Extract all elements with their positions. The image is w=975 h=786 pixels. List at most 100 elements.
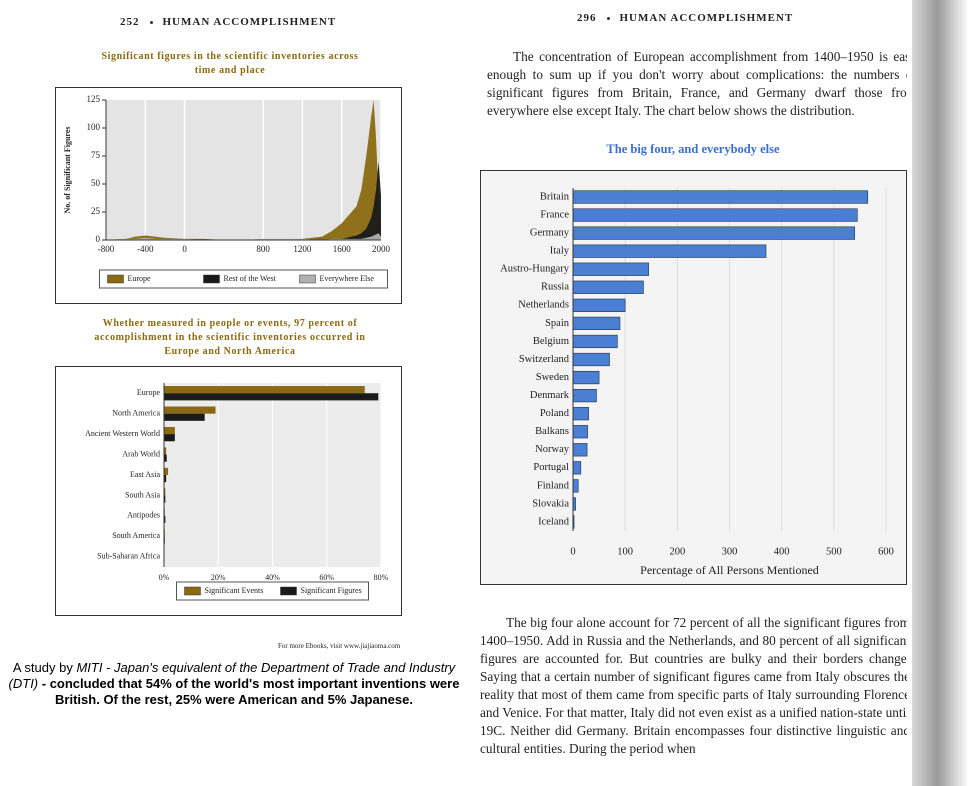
caption: A study by MITI - Japan's equivalent of … [8, 660, 460, 708]
bar [164, 454, 167, 462]
legend-swatch [184, 586, 201, 596]
x-tick-label: 0% [159, 573, 170, 582]
category-label: Britain [540, 191, 570, 202]
legend-label: Significant Events [205, 586, 264, 595]
x-axis-label: Percentage of All Persons Mentioned [640, 563, 819, 577]
legend-swatch [280, 586, 297, 596]
bar [572, 407, 589, 421]
chart-title: The big four, and everybody else [606, 142, 780, 156]
page-edge [912, 0, 975, 786]
category-label: France [540, 209, 569, 220]
category-label: Finland [537, 480, 570, 491]
y-tick-label: 100 [87, 122, 101, 132]
category-label: South Asia [125, 490, 160, 499]
bar [572, 461, 582, 475]
y-tick-label: 50 [91, 178, 101, 188]
caption-lead: A study by [12, 660, 77, 675]
bar [572, 298, 626, 312]
x-tick-label: 600 [878, 546, 894, 557]
right-header: 296 HUMAN ACCOMPLISHMENT [577, 12, 793, 24]
category-label: Denmark [530, 390, 570, 401]
category-label: North America [112, 408, 160, 417]
x-tick-label: 2000 [372, 244, 391, 254]
category-label: East Asia [130, 470, 160, 479]
y-tick-label: 0 [96, 234, 101, 244]
x-tick-label: -400 [137, 244, 154, 254]
bar [572, 352, 610, 367]
legend-swatch [107, 274, 124, 284]
bar [164, 406, 216, 414]
bar [164, 413, 205, 421]
x-tick-label: 200 [669, 546, 685, 557]
bar [164, 495, 166, 503]
bar [572, 208, 858, 222]
chart: 0% 20% 40% 60% 80% Europe North America Ancient… [55, 366, 402, 616]
category-label: Switzerland [519, 354, 570, 365]
legend-label: Significant Figures [301, 586, 362, 595]
bar [572, 280, 644, 294]
category-label: Germany [530, 228, 570, 239]
running-head: HUMAN ACCOMPLISHMENT [619, 12, 794, 24]
y-tick-label: 125 [87, 94, 101, 104]
x-tick-label: 800 [256, 244, 270, 254]
y-tick-label: 25 [91, 206, 101, 216]
category-label: Slovakia [532, 498, 569, 509]
bar [164, 434, 175, 442]
category-label: Norway [535, 444, 570, 455]
legend-swatch [203, 274, 220, 284]
page-number: 252 [120, 16, 140, 28]
category-label: Sub-Saharan Africa [97, 552, 160, 561]
category-label: Iceland [538, 516, 570, 527]
category-label: Balkans [535, 426, 569, 437]
legend-box [176, 581, 369, 601]
y-axis-label: No. of Significant Figures [63, 127, 72, 214]
bar [164, 426, 175, 435]
x-tick-label: 100 [617, 546, 633, 557]
bar [164, 475, 167, 483]
category-label: Russia [541, 282, 569, 293]
category-label: Netherlands [518, 300, 569, 311]
category-label: Ancient Western World [85, 429, 160, 438]
x-tick-label: 20% [211, 573, 226, 582]
category-label: Spain [545, 318, 570, 329]
legend-box [99, 269, 388, 289]
x-tick-label: 300 [722, 546, 738, 557]
x-tick-label: 1600 [333, 244, 352, 254]
legend-label: Everywhere Else [320, 274, 375, 283]
bar [572, 316, 621, 331]
area [106, 100, 381, 240]
category-label: Europe [137, 388, 161, 397]
category-label: Arab World [122, 449, 160, 458]
caption-bold: - concluded that 54% of the world's most… [38, 676, 460, 707]
chart-title: Whether measured in people or events, 97… [94, 318, 366, 357]
category-label: Sweden [536, 372, 570, 383]
chart: 0 100 200 300 400 500 600 Britain France Germany I… [480, 170, 907, 585]
bar [572, 190, 869, 204]
bar [164, 488, 166, 496]
category-label: Antipodes [127, 511, 160, 520]
legend-label: Rest of the West [224, 274, 277, 283]
legend-swatch [299, 274, 316, 284]
x-tick-label: 400 [774, 546, 790, 557]
category-label: Austro-Hungary [500, 264, 570, 275]
category-label: South America [112, 531, 160, 540]
bar [572, 226, 856, 240]
running-head: HUMAN ACCOMPLISHMENT [162, 16, 337, 28]
bar [572, 425, 588, 439]
bar [572, 244, 767, 258]
left-header: 252 HUMAN ACCOMPLISHMENT [120, 16, 336, 28]
paragraph-box: The concentration of European accomplish… [487, 48, 907, 120]
bar [572, 388, 597, 403]
x-tick-label: 40% [265, 573, 280, 582]
legend-label: Europe [128, 274, 152, 283]
area [106, 233, 381, 240]
x-tick-label: 0 [570, 546, 575, 557]
bar [572, 334, 618, 349]
y-tick-label: 75 [91, 150, 101, 160]
x-tick-label: 60% [319, 573, 334, 582]
bar [164, 515, 166, 524]
paragraph: The concentration of European accomplish… [487, 49, 907, 118]
plot-area [106, 100, 381, 240]
bar [164, 467, 169, 475]
